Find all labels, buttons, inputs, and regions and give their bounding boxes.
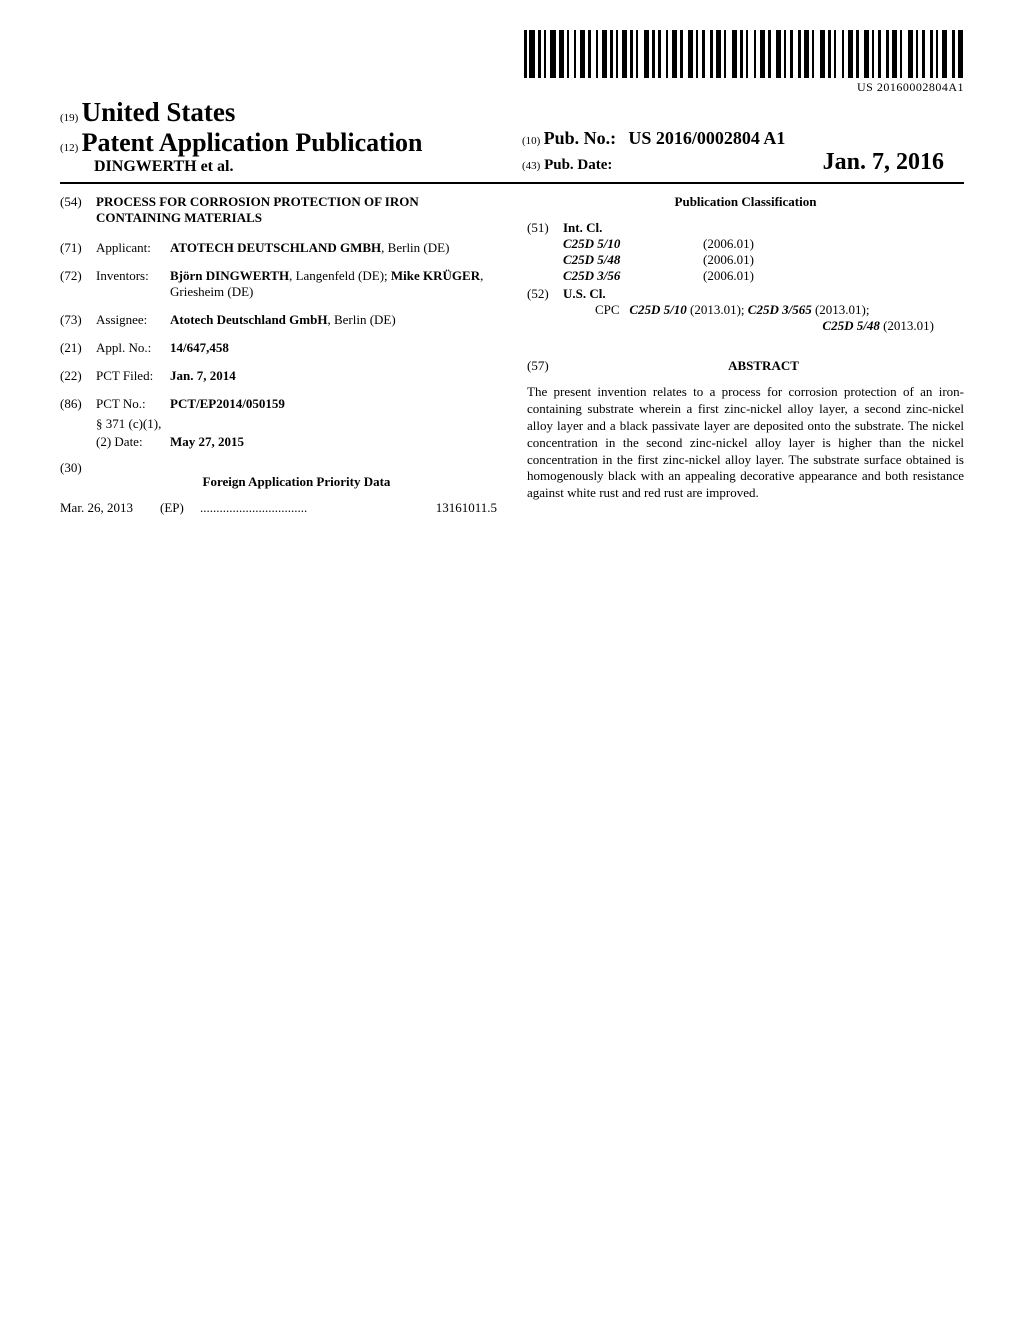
intcl-ver-1: (2006.01) — [703, 252, 964, 268]
barcode-text: US 20160002804A1 — [524, 80, 964, 95]
intcl-code-0: C25D 5/10 — [563, 236, 703, 252]
assignee-label: Assignee: — [96, 312, 170, 328]
intcl-code-2: C25D 3/56 — [563, 268, 703, 284]
pubno-label: Pub. No.: — [544, 128, 617, 148]
barcode: US 20160002804A1 — [524, 30, 964, 95]
cpc2: C25D 5/48 — [822, 318, 879, 333]
pctfiled-num: (22) — [60, 368, 96, 384]
assignee-value: Atotech Deutschland GmbH, Berlin (DE) — [170, 312, 497, 328]
cpc1b: C25D 3/565 — [748, 302, 812, 317]
applicant-value: ATOTECH DEUTSCHLAND GMBH, Berlin (DE) — [170, 240, 497, 256]
intcl-line-2: C25D 3/56 (2006.01) — [563, 268, 964, 284]
s371-row1: § 371 (c)(1), — [60, 416, 497, 432]
inventors-value: Björn DINGWERTH, Langenfeld (DE); Mike K… — [170, 268, 497, 300]
applno-row: (21) Appl. No.: 14/647,458 — [60, 340, 497, 356]
pctno-label: PCT No.: — [96, 396, 170, 412]
s371-label: § 371 (c)(1), — [96, 416, 170, 432]
abstract-num: (57) — [527, 358, 563, 374]
author-line: DINGWERTH et al. — [60, 158, 502, 176]
applno-num: (21) — [60, 340, 96, 356]
cpc1a: C25D 5/10 — [629, 302, 686, 317]
s371-row2: (2) Date: May 27, 2015 — [60, 434, 497, 450]
intcl-code-1: C25D 5/48 — [563, 252, 703, 268]
abstract-heading-row: (57) ABSTRACT — [527, 358, 964, 384]
pctno-num: (86) — [60, 396, 96, 412]
applno-value: 14/647,458 — [170, 340, 497, 356]
pctfiled-row: (22) PCT Filed: Jan. 7, 2014 — [60, 368, 497, 384]
left-column: (54) PROCESS FOR CORROSION PROTECTION OF… — [60, 194, 497, 516]
header-left: (19) United States (12) Patent Applicati… — [60, 97, 502, 176]
header-right: (10) Pub. No.: US 2016/0002804 A1 (43) P… — [502, 128, 964, 176]
assignee-num: (73) — [60, 312, 96, 328]
inventors-num: (72) — [60, 268, 96, 300]
priority-num: (30) — [60, 460, 96, 500]
priority-heading-row: (30) Foreign Application Priority Data — [60, 460, 497, 500]
priority-heading: Foreign Application Priority Data — [96, 474, 497, 490]
priority-appno: 13161011.5 — [430, 500, 497, 516]
invention-title: PROCESS FOR CORROSION PROTECTION OF IRON… — [96, 194, 497, 226]
cpc-label: CPC — [595, 302, 620, 317]
pctno-row: (86) PCT No.: PCT/EP2014/050159 — [60, 396, 497, 412]
pctno-value: PCT/EP2014/050159 — [170, 396, 497, 412]
inventors-label: Inventors: — [96, 268, 170, 300]
main-content: (54) PROCESS FOR CORROSION PROTECTION OF… — [60, 194, 964, 516]
pubno-val: US 2016/0002804 A1 — [628, 128, 785, 148]
priority-data-row: Mar. 26, 2013 (EP) .....................… — [60, 500, 497, 516]
s371-date-value: May 27, 2015 — [170, 434, 244, 450]
classification-heading: Publication Classification — [527, 194, 964, 210]
title-row: (54) PROCESS FOR CORROSION PROTECTION OF… — [60, 194, 497, 226]
pubdate-value: Jan. 7, 2016 — [823, 149, 964, 176]
priority-date: Mar. 26, 2013 — [60, 500, 160, 516]
header: (19) United States (12) Patent Applicati… — [60, 97, 964, 184]
intcl-line-0: C25D 5/10 (2006.01) — [563, 236, 964, 252]
title-num: (54) — [60, 194, 96, 226]
intcl-line-1: C25D 5/48 (2006.01) — [563, 252, 964, 268]
intcl-num: (51) — [527, 220, 563, 284]
pub-num: (12) — [60, 142, 78, 154]
intcl-ver-0: (2006.01) — [703, 236, 964, 252]
country-num: (19) — [60, 112, 78, 124]
uscl-row: (52) U.S. Cl. CPC C25D 5/10 (2013.01); C… — [527, 286, 964, 334]
applicant-num: (71) — [60, 240, 96, 256]
priority-country: (EP) — [160, 500, 200, 516]
intcl-label: Int. Cl. — [563, 220, 964, 236]
uscl-num: (52) — [527, 286, 563, 334]
inventors-row: (72) Inventors: Björn DINGWERTH, Langenf… — [60, 268, 497, 300]
pubdate-num: (43) — [522, 160, 540, 172]
pubno-num: (10) — [522, 135, 540, 147]
abstract-text: The present invention relates to a proce… — [527, 384, 964, 502]
priority-dots: ................................. — [200, 500, 430, 516]
right-column: Publication Classification (51) Int. Cl.… — [527, 194, 964, 516]
barcode-region: US 20160002804A1 — [60, 30, 964, 95]
s371-date-label: (2) Date: — [96, 434, 170, 450]
applicant-row: (71) Applicant: ATOTECH DEUTSCHLAND GMBH… — [60, 240, 497, 256]
intcl-ver-2: (2006.01) — [703, 268, 964, 284]
intcl-row: (51) Int. Cl. C25D 5/10 (2006.01) C25D 5… — [527, 220, 964, 284]
pctfiled-value: Jan. 7, 2014 — [170, 368, 497, 384]
pubno-value — [619, 128, 628, 148]
applicant-label: Applicant: — [96, 240, 170, 256]
country-name: United States — [82, 97, 236, 127]
abstract-heading: ABSTRACT — [563, 358, 964, 374]
assignee-row: (73) Assignee: Atotech Deutschland GmbH,… — [60, 312, 497, 328]
applno-label: Appl. No.: — [96, 340, 170, 356]
uscl-label: U.S. Cl. — [563, 286, 964, 302]
cpc-line2: C25D 5/48 (2013.01) — [563, 318, 964, 334]
cpc-line1: CPC C25D 5/10 (2013.01); C25D 3/565 (201… — [563, 302, 964, 318]
pub-title: Patent Application Publication — [82, 128, 423, 157]
pctfiled-label: PCT Filed: — [96, 368, 170, 384]
